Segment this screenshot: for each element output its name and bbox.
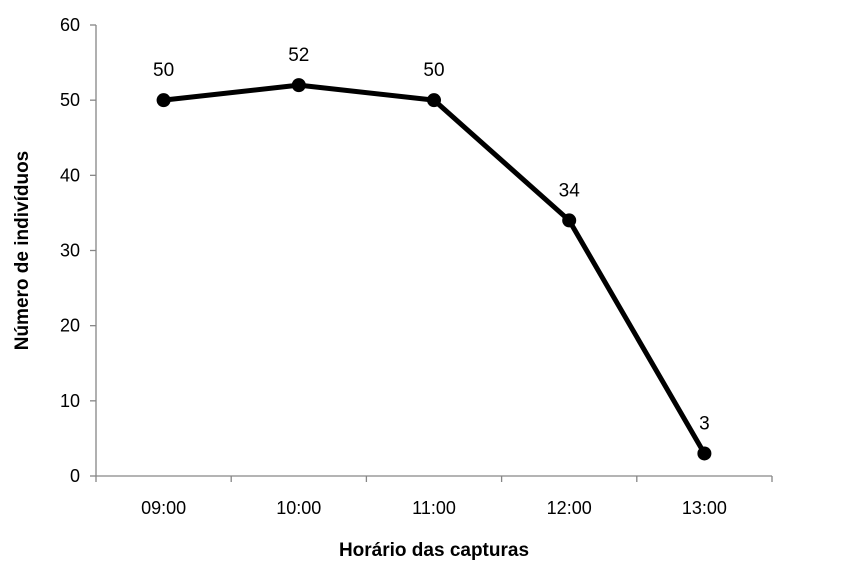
y-tick-label: 30 bbox=[60, 241, 80, 261]
data-point bbox=[697, 446, 712, 461]
y-tick-label: 20 bbox=[60, 316, 80, 336]
data-label: 34 bbox=[559, 180, 581, 201]
y-tick-label: 60 bbox=[60, 15, 80, 35]
x-tick-label: 12:00 bbox=[547, 498, 592, 518]
data-point bbox=[427, 93, 441, 108]
y-ticks: 0 10 20 30 40 50 60 bbox=[60, 15, 96, 486]
markers bbox=[156, 78, 712, 461]
y-tick-label: 40 bbox=[60, 165, 80, 185]
data-labels: 50 52 50 34 3 bbox=[153, 45, 710, 434]
data-point bbox=[562, 213, 577, 228]
x-axis-title: Horário das capturas bbox=[339, 540, 529, 561]
y-tick-label: 10 bbox=[60, 391, 80, 411]
y-tick-label: 50 bbox=[60, 90, 80, 110]
axes bbox=[95, 25, 772, 477]
x-tick-label: 11:00 bbox=[412, 498, 456, 518]
data-point bbox=[291, 78, 306, 93]
x-tick-label: 10:00 bbox=[276, 498, 321, 518]
y-tick-label: 0 bbox=[70, 466, 80, 486]
data-label: 50 bbox=[423, 60, 444, 81]
series-line bbox=[161, 82, 707, 456]
y-axis-title: Número de indivíduos bbox=[12, 151, 33, 351]
x-ticks: 09:00 10:00 11:00 12:00 13:00 bbox=[95, 476, 773, 518]
x-tick-label: 13:00 bbox=[682, 498, 727, 518]
x-tick-label: 09:00 bbox=[141, 498, 186, 518]
data-label: 3 bbox=[699, 413, 710, 434]
data-label: 50 bbox=[153, 60, 174, 81]
data-label: 52 bbox=[288, 45, 309, 66]
data-point bbox=[156, 93, 171, 108]
series bbox=[161, 82, 707, 456]
